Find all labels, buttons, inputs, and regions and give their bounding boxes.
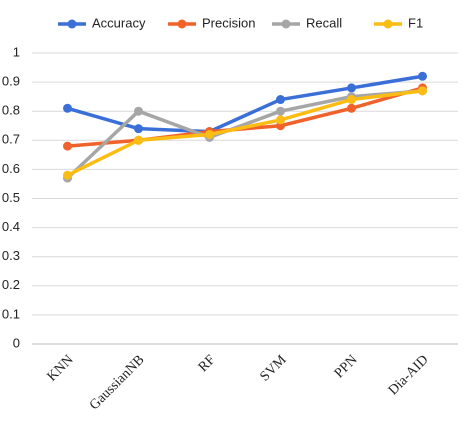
y-tick-label: 0.1	[2, 306, 20, 321]
x-tick-label: RF	[196, 352, 219, 375]
point	[276, 115, 285, 125]
x-tick-label: GaussianNB	[87, 352, 148, 413]
y-tick-label: 0.6	[2, 161, 20, 176]
legend-marker	[177, 19, 187, 29]
legend-marker	[383, 19, 393, 29]
point	[347, 95, 356, 105]
y-tick-label: 0.3	[2, 248, 20, 263]
x-tick-label: PPN	[332, 352, 361, 381]
y-tick-label: 0.7	[2, 132, 20, 147]
series-line	[67, 74, 423, 134]
y-tick-label: 0.2	[2, 277, 20, 292]
y-tick-label: 0.8	[2, 103, 20, 118]
series-line	[66, 89, 423, 177]
x-tick-label: Dia-AID	[386, 352, 432, 398]
legend-label: F1	[408, 15, 423, 30]
point	[276, 106, 285, 116]
point	[276, 95, 285, 105]
legend-marker	[281, 19, 291, 29]
point	[418, 71, 427, 81]
point	[134, 124, 143, 134]
x-tick-label: KNN	[45, 352, 77, 384]
point	[347, 83, 356, 93]
point	[63, 141, 72, 151]
point	[63, 103, 72, 113]
legend-label: Recall	[306, 15, 342, 30]
point	[347, 103, 356, 113]
point	[134, 106, 143, 116]
series-line	[66, 89, 423, 180]
y-tick-label: 0.9	[2, 74, 20, 89]
point	[205, 129, 214, 139]
legend-marker	[67, 19, 77, 29]
point	[63, 170, 72, 180]
y-tick-label: 0	[13, 335, 20, 350]
legend-label: Accuracy	[92, 15, 146, 30]
y-tick-label: 0.5	[2, 190, 20, 205]
x-tick-label: SVM	[258, 352, 290, 384]
point	[418, 86, 427, 96]
y-tick-label: 0.4	[2, 219, 20, 234]
legend-label: Precision	[202, 15, 255, 30]
point	[134, 135, 143, 145]
y-tick-label: 1	[13, 44, 20, 59]
